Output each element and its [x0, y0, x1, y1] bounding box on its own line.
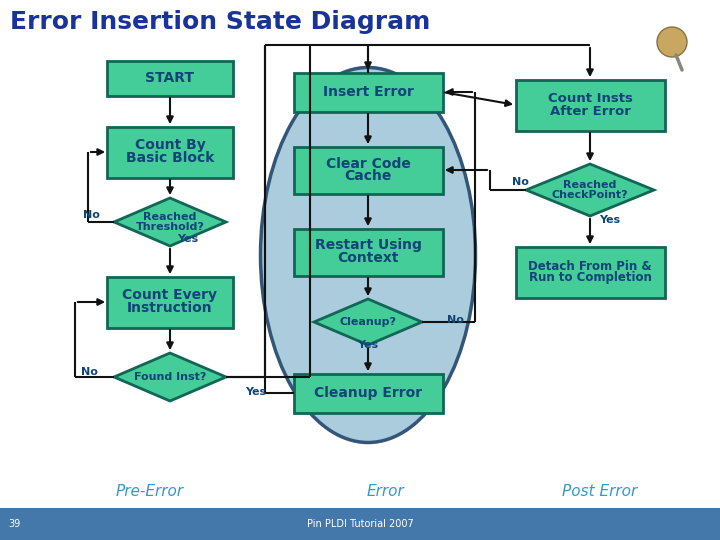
- FancyBboxPatch shape: [294, 146, 443, 193]
- FancyBboxPatch shape: [516, 79, 665, 131]
- FancyBboxPatch shape: [0, 0, 720, 508]
- Polygon shape: [314, 299, 422, 345]
- Text: No: No: [81, 367, 98, 377]
- Text: Context: Context: [337, 252, 399, 266]
- Text: Pre-Error: Pre-Error: [116, 484, 184, 500]
- Text: Count Every: Count Every: [122, 288, 217, 302]
- FancyBboxPatch shape: [294, 72, 443, 111]
- Text: No: No: [83, 210, 100, 220]
- Text: Cleanup Error: Cleanup Error: [314, 386, 422, 400]
- Text: Threshold?: Threshold?: [135, 222, 204, 232]
- Text: START: START: [145, 71, 194, 85]
- Ellipse shape: [261, 68, 475, 442]
- FancyBboxPatch shape: [294, 228, 443, 275]
- Text: Clear Code: Clear Code: [325, 157, 410, 171]
- Text: 39: 39: [8, 519, 20, 529]
- Circle shape: [657, 27, 687, 57]
- Text: Run to Completion: Run to Completion: [528, 271, 652, 284]
- Text: No: No: [446, 315, 464, 325]
- Text: Count By: Count By: [135, 138, 205, 152]
- Text: Insert Error: Insert Error: [323, 85, 413, 99]
- Text: Detach From Pin &: Detach From Pin &: [528, 260, 652, 273]
- Polygon shape: [114, 353, 226, 401]
- Text: Post Error: Post Error: [562, 484, 638, 500]
- Text: Restart Using: Restart Using: [315, 239, 421, 253]
- Text: Instruction: Instruction: [127, 301, 213, 315]
- Text: Reached: Reached: [143, 212, 197, 222]
- Text: Error Insertion State Diagram: Error Insertion State Diagram: [10, 10, 431, 34]
- Text: No: No: [512, 177, 528, 187]
- Polygon shape: [114, 198, 226, 246]
- FancyBboxPatch shape: [516, 246, 665, 298]
- Text: Basic Block: Basic Block: [126, 152, 214, 165]
- FancyBboxPatch shape: [294, 374, 443, 413]
- Text: Yes: Yes: [600, 215, 621, 225]
- Text: Cache: Cache: [344, 170, 392, 184]
- Text: Found Inst?: Found Inst?: [134, 372, 206, 382]
- Text: Yes: Yes: [357, 340, 379, 350]
- Text: Cleanup?: Cleanup?: [340, 317, 397, 327]
- Text: Count Insts: Count Insts: [548, 92, 632, 105]
- Text: Pin PLDI Tutorial 2007: Pin PLDI Tutorial 2007: [307, 519, 413, 529]
- Text: Yes: Yes: [177, 234, 199, 244]
- Text: Error: Error: [366, 484, 404, 500]
- Text: Reached: Reached: [563, 180, 617, 190]
- Polygon shape: [526, 164, 654, 216]
- Text: CheckPoint?: CheckPoint?: [552, 190, 629, 200]
- FancyBboxPatch shape: [107, 276, 233, 327]
- FancyBboxPatch shape: [107, 60, 233, 96]
- FancyBboxPatch shape: [0, 508, 720, 540]
- FancyBboxPatch shape: [107, 126, 233, 178]
- Text: After Error: After Error: [549, 105, 631, 118]
- Text: Yes: Yes: [246, 387, 266, 397]
